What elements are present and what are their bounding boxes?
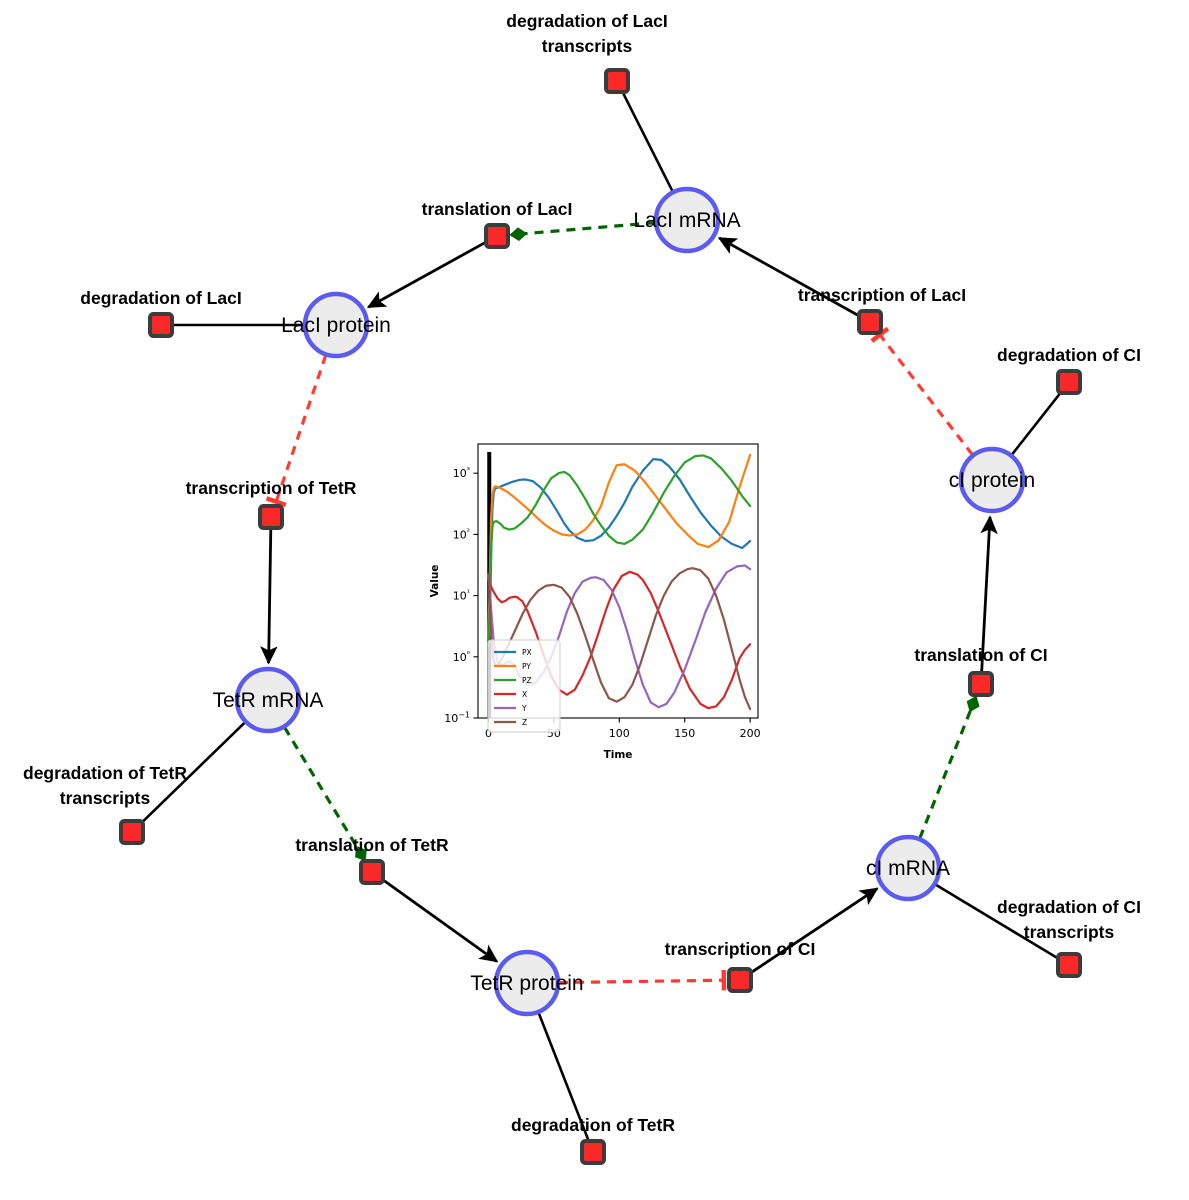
y-tick-label: 10³ bbox=[453, 466, 470, 481]
edge-plain bbox=[1010, 390, 1063, 456]
reaction-label-tx_laci: transcription of LacI bbox=[798, 285, 966, 305]
x-tick-label: 200 bbox=[740, 727, 761, 740]
labels-layer: LacI mRNA LacI protein TetR mRNA TetR prote… bbox=[23, 11, 1141, 1135]
reaction-node-tx_tetr[interactable] bbox=[258, 504, 284, 530]
legend-label-PX: PX bbox=[522, 648, 532, 657]
reaction-node-deg_laci_tx[interactable] bbox=[604, 68, 630, 94]
species-node-laci_prot[interactable] bbox=[302, 291, 370, 359]
reaction-node-transl_tetr[interactable] bbox=[359, 859, 385, 885]
reaction-node-transl_ci[interactable] bbox=[968, 671, 994, 697]
reaction-label-deg_tetr_tx: degradation of TetR transcripts bbox=[23, 763, 187, 808]
reaction-label-transl_tetr: translation of TetR bbox=[295, 835, 449, 855]
edge-arrow bbox=[980, 515, 998, 673]
edge-inhibition bbox=[558, 969, 727, 991]
edge-plain bbox=[537, 1012, 590, 1142]
reaction-label-transl_laci: translation of LacI bbox=[422, 199, 573, 219]
edge-inhibition bbox=[870, 326, 974, 456]
nodes-layer bbox=[119, 68, 1082, 1165]
y-axis-title: Value bbox=[429, 565, 441, 598]
species-label-ci_prot: cI protein bbox=[949, 469, 1035, 492]
x-axis-title: Time bbox=[604, 749, 633, 761]
edge-plain bbox=[139, 721, 246, 825]
reaction-node-transl_laci[interactable] bbox=[484, 223, 510, 249]
timecourse-inset-plot: 0 50 100 150 20010−110⁰10¹10²10³TimeValuePXP… bbox=[429, 443, 761, 761]
reaction-label-deg_ci: degradation of CI bbox=[997, 345, 1141, 365]
edges-layer bbox=[139, 91, 1063, 1142]
reaction-label-deg_tetr: degradation of TetR bbox=[511, 1115, 675, 1135]
chart-legend: PX PY PZ XYZ bbox=[487, 639, 561, 733]
reaction-node-tx_ci[interactable] bbox=[727, 967, 753, 993]
series-line-X bbox=[487, 570, 752, 710]
edge-plain bbox=[934, 883, 1060, 960]
series-line-PZ bbox=[487, 454, 752, 648]
legend-label-PY: PY bbox=[522, 662, 531, 671]
reaction-label-transl_ci: translation of CI bbox=[914, 645, 1047, 665]
legend-label-X: X bbox=[522, 690, 527, 699]
y-tick-label: 10−1 bbox=[444, 711, 470, 726]
legend-label-PZ: PZ bbox=[522, 676, 532, 685]
reaction-node-deg_ci[interactable] bbox=[1056, 369, 1082, 395]
edge-inhibition bbox=[265, 354, 328, 508]
edge-arrow bbox=[366, 240, 488, 309]
x-tick-label: 0 bbox=[485, 727, 492, 740]
edge-arrow bbox=[717, 236, 861, 318]
species-node-ci_mrna[interactable] bbox=[874, 834, 942, 902]
species-node-ci_prot[interactable] bbox=[958, 446, 1026, 514]
species-label-ci_mrna: cI mRNA bbox=[866, 857, 950, 880]
edge-activation bbox=[918, 695, 980, 839]
y-tick-label: 10¹ bbox=[453, 588, 470, 603]
reaction-label-tx_ci: transcription of CI bbox=[665, 939, 816, 959]
reaction-node-deg_tetr[interactable] bbox=[580, 1139, 606, 1165]
species-label-tetr_prot: TetR protein bbox=[470, 972, 583, 995]
x-tick-label: 150 bbox=[674, 727, 695, 740]
edge-plain bbox=[621, 91, 674, 193]
edge-activation bbox=[283, 726, 367, 862]
edge-arrow bbox=[749, 887, 879, 975]
species-label-laci_mrna: LacI mRNA bbox=[633, 209, 740, 232]
edge-arrow bbox=[260, 528, 278, 665]
reaction-label-tx_tetr: transcription of TetR bbox=[186, 478, 357, 498]
species-label-laci_prot: LacI protein bbox=[281, 314, 391, 337]
reaction-node-deg_laci[interactable] bbox=[148, 312, 174, 338]
reaction-label-deg_ci_tx: degradation of CI transcripts bbox=[997, 897, 1141, 942]
reaction-node-deg_ci_tx[interactable] bbox=[1056, 952, 1082, 978]
reaction-label-deg_laci_tx: degradation of LacI transcripts bbox=[506, 11, 667, 56]
edge-arrow bbox=[380, 877, 499, 963]
y-tick-label: 10² bbox=[453, 527, 470, 542]
x-tick-label: 100 bbox=[609, 727, 630, 740]
legend-label-Z: Z bbox=[522, 718, 527, 727]
reaction-label-deg_laci: degradation of LacI bbox=[80, 288, 241, 308]
reaction-node-deg_tetr_tx[interactable] bbox=[119, 819, 145, 845]
species-label-tetr_mrna: TetR mRNA bbox=[213, 689, 324, 712]
series-line-PY bbox=[487, 453, 752, 640]
species-node-laci_mrna[interactable] bbox=[653, 186, 721, 254]
species-node-tetr_prot[interactable] bbox=[493, 949, 561, 1017]
legend-label-Y: Y bbox=[521, 704, 527, 713]
species-node-tetr_mrna[interactable] bbox=[234, 666, 302, 734]
reaction-node-tx_laci[interactable] bbox=[857, 309, 883, 335]
edge-activation bbox=[509, 221, 656, 242]
y-tick-label: 10⁰ bbox=[453, 649, 470, 664]
